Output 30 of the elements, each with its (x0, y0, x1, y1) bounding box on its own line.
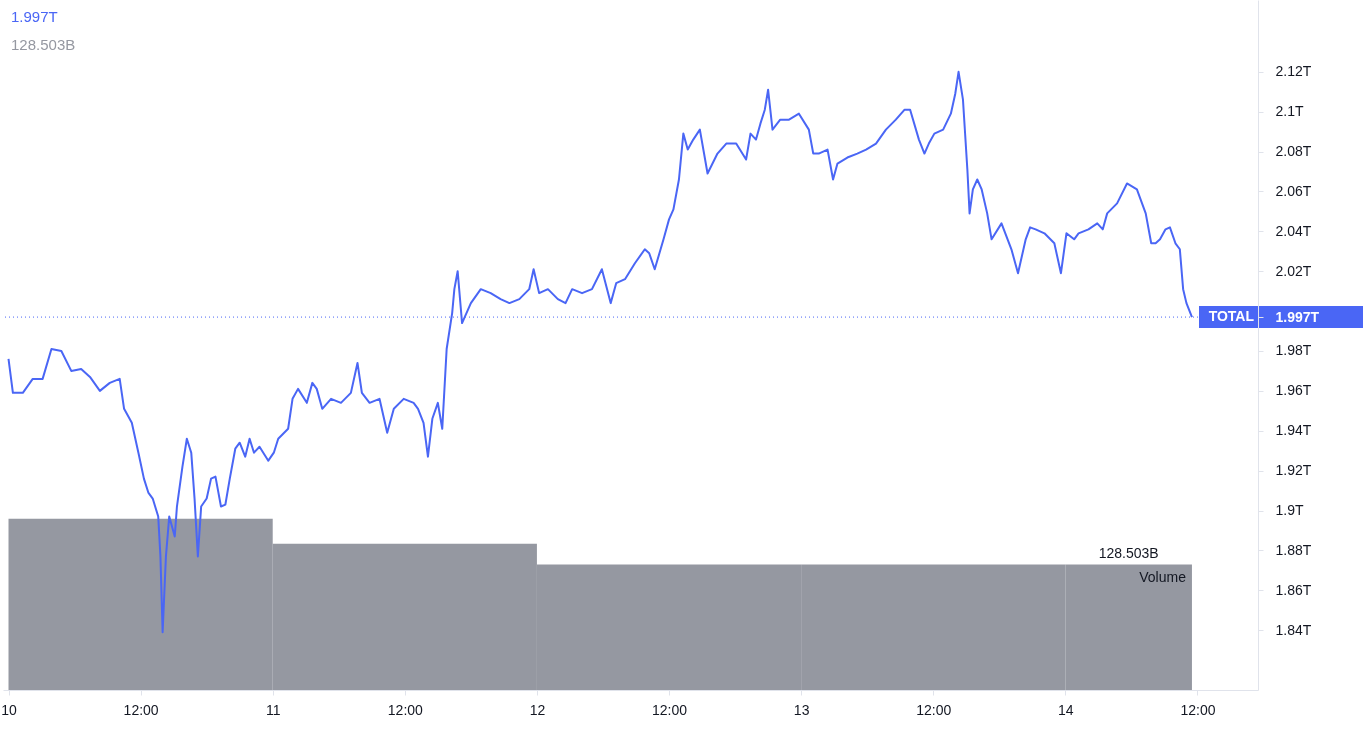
x-tick-label: 12:00 (1180, 701, 1216, 718)
y-tick-label: 2.02T (1275, 262, 1312, 279)
x-tick-label: 12:00 (916, 701, 952, 718)
x-tick-label: 13 (793, 701, 810, 718)
y-tick-label: 1.86T (1275, 581, 1312, 598)
x-tick-label: 14 (1058, 701, 1074, 718)
x-tick-label: 12:00 (123, 701, 159, 718)
x-tick-label: 12 (529, 701, 546, 718)
y-tick-label: 1.94T (1275, 422, 1312, 439)
y-tick-label: 1.92T (1275, 462, 1312, 479)
x-tick-label: 11 (265, 701, 281, 718)
y-tick-label: 1.98T (1275, 342, 1312, 359)
x-tick-label: 10 (1, 701, 17, 718)
y2-axis-title: Volume (1139, 568, 1187, 585)
data-label: 128.503B (1098, 544, 1159, 561)
y-tick-label: 1.997T (1275, 308, 1320, 325)
y-tick-label: 2.12T (1275, 63, 1312, 80)
y-tick-label: 2.04T (1275, 222, 1312, 239)
y-tick-label: 1.84T (1275, 621, 1312, 638)
y-tick-label: 1.96T (1275, 382, 1312, 399)
x-tick-label: 12:00 (652, 701, 688, 718)
y-tick-label: 2.06T (1275, 182, 1312, 199)
x-tick-label: 12:00 (387, 701, 424, 718)
y-tick-label: 1.88T (1275, 541, 1312, 558)
y-tick-label: 2.1T (1275, 103, 1304, 120)
annotation: 128.503B (11, 36, 76, 53)
y-tick-label: 1.9T (1275, 502, 1304, 519)
ref-line-label: TOTAL (1208, 308, 1255, 325)
annotation: 1.997T (11, 8, 58, 25)
y-tick-label: 2.08T (1275, 143, 1312, 160)
